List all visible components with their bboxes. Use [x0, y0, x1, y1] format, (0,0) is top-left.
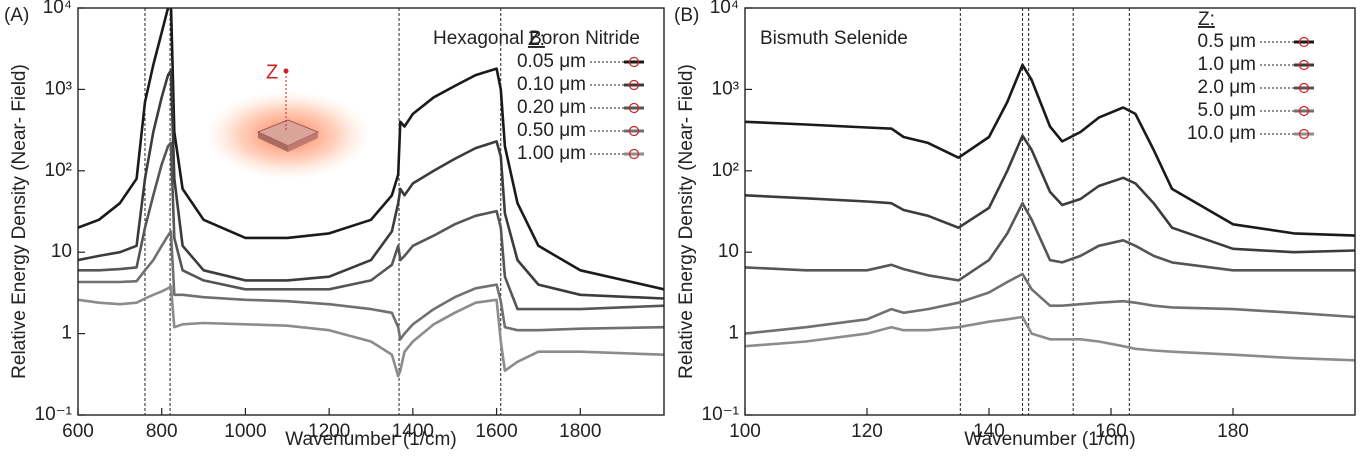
y-tick-label: 10²	[45, 160, 72, 181]
y-tick-label: 10²	[712, 160, 739, 181]
legend-marker	[628, 79, 640, 91]
panel-label: (B)	[674, 5, 699, 26]
x-axis-label: Wavenumber (1/cm)	[964, 429, 1135, 450]
legend-title: Z:	[528, 29, 545, 50]
series-line	[78, 69, 664, 300]
y-tick-label: 10⁴	[43, 0, 72, 18]
series-line	[745, 272, 1355, 335]
x-tick-label: 180	[1217, 421, 1249, 442]
inset-illustration: Z	[206, 61, 370, 179]
legend-marker	[1298, 36, 1310, 48]
x-tick-label: 100	[729, 421, 761, 442]
x-tick-label: 1800	[559, 421, 601, 442]
series-line	[745, 63, 1355, 237]
y-tick-label: 1	[728, 323, 739, 344]
series-line	[78, 230, 664, 341]
y-tick-label: 10	[718, 241, 739, 262]
legend-label: 10.0 μm	[1187, 123, 1256, 144]
y-tick-label: 1	[61, 323, 72, 344]
x-tick-label: 160	[1095, 421, 1127, 442]
legend-title: Z:	[1198, 9, 1215, 30]
legend-label: 0.20 μm	[517, 97, 586, 118]
y-tick-label: 10³	[712, 78, 739, 99]
legend-marker	[628, 125, 640, 137]
x-tick-label: 1600	[475, 421, 517, 442]
legend-label: 1.00 μm	[517, 143, 586, 164]
series-line	[745, 134, 1355, 254]
legend-marker	[628, 102, 640, 114]
annotation: Bismuth Selenide	[760, 28, 908, 49]
x-tick-label: 140	[973, 421, 1005, 442]
legend-label: 0.05 μm	[517, 51, 586, 72]
y-tick-label: 10⁻¹	[702, 404, 740, 425]
x-tick-label: 1200	[308, 421, 350, 442]
x-tick-label: 1400	[392, 421, 434, 442]
y-tick-label: 10³	[45, 78, 72, 99]
legend-label: 5.0 μm	[1198, 100, 1256, 121]
x-tick-label: 1000	[224, 421, 266, 442]
series-line	[78, 8, 664, 291]
series-line	[745, 315, 1355, 362]
plot-frame	[744, 7, 1356, 416]
y-tick-label: 10⁻¹	[35, 404, 73, 425]
x-axis-label: Wavenumber (1/cm)	[285, 429, 456, 450]
series-line	[78, 141, 664, 311]
series-line	[745, 201, 1355, 282]
series-line	[78, 285, 664, 378]
annotation: Hexagonal Boron Nitride	[433, 28, 640, 49]
legend-label: 0.10 μm	[517, 74, 586, 95]
legend-marker	[1298, 59, 1310, 71]
x-tick-label: 120	[851, 421, 883, 442]
legend-marker	[1298, 105, 1310, 117]
legend-label: 0.5 μm	[1198, 31, 1256, 52]
x-tick-label: 600	[62, 421, 94, 442]
y-axis-label: Relative Energy Density (Near- Field)	[676, 64, 697, 379]
legend-marker	[1298, 128, 1310, 140]
legend-label: 0.50 μm	[517, 120, 586, 141]
panel-label: (A)	[4, 5, 29, 26]
y-tick-label: 10	[51, 241, 72, 262]
legend-marker	[628, 56, 640, 68]
x-tick-label: 800	[146, 421, 178, 442]
legend-marker	[628, 148, 640, 160]
y-axis-label: Relative Energy Density (Near- Field)	[9, 64, 30, 379]
legend-marker	[1298, 82, 1310, 94]
legend-label: 2.0 μm	[1198, 77, 1256, 98]
legend-label: 1.0 μm	[1198, 54, 1256, 75]
plot-frame	[77, 7, 665, 416]
inset-label: Z	[266, 61, 278, 83]
y-tick-label: 10⁴	[710, 0, 739, 18]
